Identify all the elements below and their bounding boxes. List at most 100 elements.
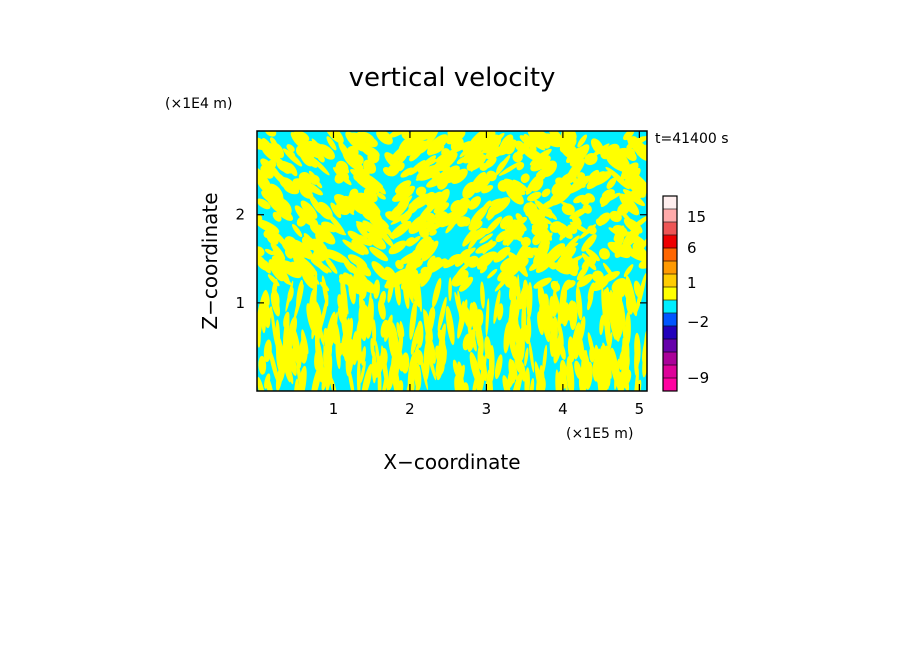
updraft-cell: [257, 255, 271, 274]
updraft-cell: [601, 189, 615, 199]
updraft-cell: [257, 219, 280, 234]
colorbar-tick-label: −2: [687, 313, 709, 331]
x-axis: 1 2 3 4 5: [329, 131, 644, 418]
updraft-cell: [438, 323, 446, 355]
colorbar-band: [663, 287, 677, 301]
updraft-cell: [328, 225, 347, 236]
updraft-cell: [496, 160, 506, 173]
updraft-cell: [434, 191, 445, 202]
updraft-cell: [481, 184, 494, 194]
updraft-cell: [599, 314, 604, 336]
updraft-cell: [493, 246, 511, 263]
updraft-cell: [634, 332, 641, 365]
updraft-cell: [373, 279, 380, 299]
updraft-cell: [494, 354, 503, 380]
updraft-cell: [486, 205, 497, 219]
updraft-cell: [447, 131, 461, 139]
updraft-cell: [482, 239, 493, 255]
updraft-cell: [380, 348, 388, 367]
updraft-cell: [468, 196, 482, 210]
updraft-cell: [500, 256, 519, 272]
updraft-cell: [387, 162, 401, 177]
updraft-cell: [525, 175, 540, 195]
updraft-cell: [300, 200, 318, 219]
updraft-cell: [296, 216, 307, 227]
updraft-cell: [326, 136, 337, 151]
updraft-cell: [293, 378, 299, 391]
updraft-cell: [257, 173, 270, 194]
updraft-cell: [530, 155, 551, 172]
updraft-cell: [425, 212, 436, 223]
updraft-cell: [533, 214, 553, 225]
updraft-cell: [485, 379, 493, 391]
updraft-cell: [503, 322, 511, 354]
updraft-cell: [411, 259, 423, 269]
updraft-cell: [458, 276, 474, 292]
updraft-cell: [527, 191, 542, 202]
updraft-cell: [457, 216, 471, 227]
updraft-cell: [390, 220, 412, 239]
updraft-cell: [494, 270, 514, 292]
updraft-cell: [553, 334, 563, 364]
colorbar-band: [663, 209, 677, 223]
updraft-cell: [337, 294, 344, 311]
updraft-cell: [511, 223, 525, 240]
updraft-cell: [400, 167, 414, 178]
updraft-cell: [507, 364, 516, 389]
updraft-cell: [559, 226, 569, 241]
updraft-cell: [348, 276, 355, 301]
updraft-cell: [626, 136, 647, 149]
updraft-cell: [502, 375, 511, 391]
updraft-cell: [440, 165, 460, 183]
colorbar-band: [663, 378, 677, 392]
colorbar: −9 −2 1 6 15: [662, 195, 709, 392]
updraft-cell: [569, 207, 589, 220]
updraft-cell: [527, 131, 547, 148]
colorbar-tick-label: 1: [687, 274, 697, 292]
updraft-cell: [503, 178, 526, 196]
updraft-cell: [553, 262, 571, 275]
updraft-cell: [401, 352, 410, 374]
updraft-cell: [536, 167, 549, 178]
updraft-cell: [397, 152, 408, 165]
updraft-cell: [391, 352, 397, 373]
updraft-cell: [427, 308, 435, 335]
updraft-cell: [600, 270, 620, 284]
updraft-cell: [474, 368, 479, 388]
updraft-cell: [616, 303, 624, 339]
updraft-cell: [578, 363, 587, 391]
updraft-cell: [603, 355, 609, 375]
colorbar-tick-label: 15: [687, 208, 706, 226]
updraft-cell: [260, 158, 272, 170]
updraft-cell: [409, 299, 417, 340]
updraft-cell: [408, 160, 426, 176]
y-unit-label: (×1E4 m): [165, 96, 232, 112]
updraft-cell: [409, 193, 432, 210]
updraft-cell: [426, 346, 437, 381]
updraft-cell: [625, 311, 631, 345]
updraft-cell: [468, 227, 483, 250]
updraft-cell: [258, 355, 267, 375]
updraft-cell: [501, 222, 512, 230]
y-tick-label: 2: [235, 206, 245, 224]
updraft-cell: [418, 200, 438, 220]
updraft-cell: [451, 269, 469, 287]
time-label: t=41400 s: [655, 131, 729, 147]
updraft-cell: [572, 178, 586, 188]
updraft-cell: [408, 215, 428, 235]
updraft-cell: [330, 202, 342, 219]
updraft-cell: [394, 201, 410, 220]
updraft-cell: [617, 202, 631, 216]
updraft-cell: [553, 242, 579, 257]
updraft-cell: [271, 278, 278, 297]
updraft-cell: [330, 317, 339, 345]
updraft-cell: [315, 180, 323, 189]
updraft-cell: [268, 259, 285, 282]
updraft-cell: [272, 211, 282, 222]
updraft-cell: [462, 181, 477, 199]
updraft-cell: [497, 263, 521, 282]
updraft-cell: [356, 273, 364, 305]
x-axis-label: X−coordinate: [383, 450, 520, 474]
updraft-cell: [510, 371, 523, 391]
updraft-cell: [549, 296, 554, 313]
